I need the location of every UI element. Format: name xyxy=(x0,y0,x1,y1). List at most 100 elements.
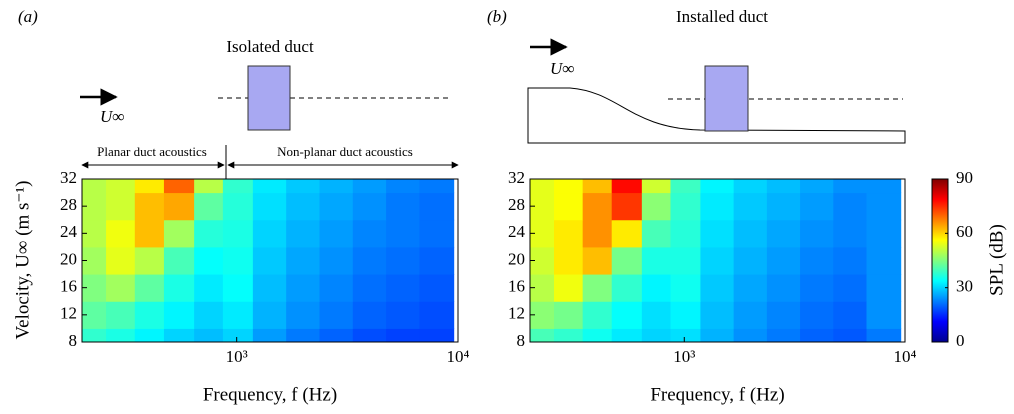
x-tick-label: 10³ xyxy=(226,347,248,366)
heat-cell xyxy=(419,301,455,329)
heat-cell xyxy=(222,179,254,194)
heat-cell xyxy=(670,179,701,194)
wall xyxy=(527,87,906,144)
flow-label: U∞ xyxy=(550,59,574,78)
heat-cell xyxy=(611,219,643,248)
y-tick-label: 32 xyxy=(508,168,525,187)
heat-cell xyxy=(866,301,902,329)
y-tick-label: 8 xyxy=(517,331,526,350)
heat-cell xyxy=(82,246,107,275)
schematic-title: Isolated duct xyxy=(226,37,314,56)
heat-cell xyxy=(766,192,801,221)
heat-cell xyxy=(582,192,613,221)
heat-cell xyxy=(554,246,584,275)
colorbar-tick-label: 30 xyxy=(956,277,973,296)
heat-cell xyxy=(766,328,801,342)
heat-cell xyxy=(419,219,455,248)
heat-cell xyxy=(163,179,195,194)
heat-cell xyxy=(106,301,136,329)
heat-cell xyxy=(582,179,613,194)
heat-cell xyxy=(641,246,671,275)
heat-cell xyxy=(833,301,868,329)
heat-cell xyxy=(670,328,701,342)
heat-cell xyxy=(222,301,254,329)
heat-cell xyxy=(386,274,420,302)
heat-cell xyxy=(82,301,107,329)
heat-cell xyxy=(194,179,224,194)
x-axis-label: Frequency, f (Hz) xyxy=(650,384,784,405)
heat-cell xyxy=(82,274,107,302)
heat-cell xyxy=(582,274,613,302)
y-tick-label: 28 xyxy=(60,195,77,214)
heat-cell xyxy=(352,274,387,302)
heat-cell xyxy=(222,246,254,275)
heat-cell xyxy=(194,192,224,221)
heat-cell xyxy=(286,301,320,329)
y-tick-label: 20 xyxy=(508,249,525,268)
heat-cell xyxy=(530,274,555,302)
heat-cell xyxy=(163,328,195,342)
heat-cell xyxy=(134,246,165,275)
heat-cell xyxy=(611,328,643,342)
heat-cell xyxy=(386,246,420,275)
heat-cell xyxy=(286,246,320,275)
heat-cell xyxy=(163,274,195,302)
heat-cell xyxy=(286,219,320,248)
heat-cell xyxy=(641,219,671,248)
heat-cell xyxy=(733,192,768,221)
heat-cell xyxy=(700,192,735,221)
heat-cell xyxy=(352,192,387,221)
heat-cell xyxy=(163,192,195,221)
y-tick-label: 8 xyxy=(69,331,78,350)
heat-cell xyxy=(530,179,555,194)
y-tick-label: 16 xyxy=(508,277,525,296)
heat-cell xyxy=(419,274,455,302)
heat-cell xyxy=(419,246,455,275)
heat-cell xyxy=(700,179,735,194)
heat-cell xyxy=(611,246,643,275)
heat-cell xyxy=(319,219,354,248)
heat-cell xyxy=(106,328,136,342)
schematic-title: Installed duct xyxy=(676,7,768,26)
heat-cell xyxy=(286,274,320,302)
heat-cell xyxy=(733,219,768,248)
heat-cell xyxy=(700,219,735,248)
heat-cell xyxy=(286,179,320,194)
heat-cell xyxy=(319,328,354,342)
y-tick-label: 12 xyxy=(60,304,77,323)
heat-cell xyxy=(352,246,387,275)
heat-cell xyxy=(766,246,801,275)
heat-cell xyxy=(766,301,801,329)
x-axis-label: Frequency, f (Hz) xyxy=(203,384,337,405)
heat-cell xyxy=(766,179,801,194)
panel-label: (a) xyxy=(18,7,38,26)
heat-cell xyxy=(866,179,902,194)
heat-cell xyxy=(554,192,584,221)
heat-cell xyxy=(352,328,387,342)
heat-cell xyxy=(222,219,254,248)
heat-cell xyxy=(670,301,701,329)
annotation: Non-planar duct acoustics xyxy=(277,144,413,159)
heat-cell xyxy=(800,301,834,329)
heat-cell xyxy=(530,246,555,275)
heat-cell xyxy=(163,246,195,275)
heat-cell xyxy=(134,274,165,302)
heat-cell xyxy=(733,274,768,302)
heat-cell xyxy=(700,274,735,302)
heat-cell xyxy=(800,219,834,248)
heat-cell xyxy=(866,274,902,302)
x-tick-label: 10⁴ xyxy=(447,347,470,366)
heat-cell xyxy=(833,192,868,221)
heat-cell xyxy=(530,328,555,342)
heat-cell xyxy=(286,192,320,221)
heat-cell xyxy=(641,328,671,342)
heat-cell xyxy=(582,301,613,329)
heat-cell xyxy=(194,328,224,342)
heat-cell xyxy=(106,219,136,248)
heat-cell xyxy=(106,179,136,194)
y-tick-label: 16 xyxy=(60,277,77,296)
heat-cell xyxy=(582,328,613,342)
heat-cell xyxy=(530,219,555,248)
heat-cell xyxy=(866,219,902,248)
